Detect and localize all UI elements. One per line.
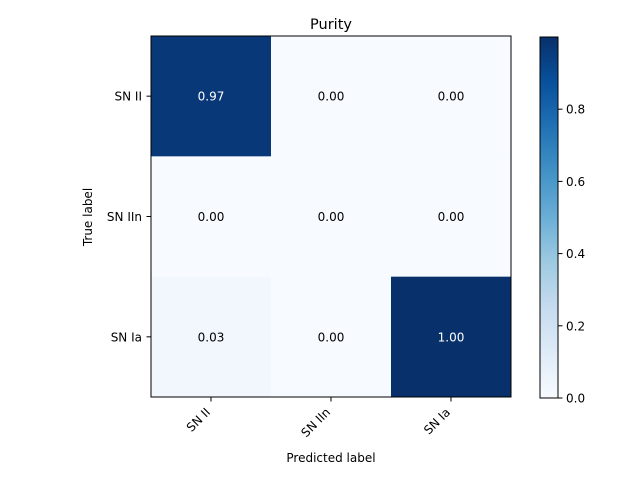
heatmap-cell-1-0 <box>151 156 272 278</box>
heatmap-cell-0-1 <box>271 36 392 157</box>
heatmap-cell-0-0 <box>151 36 272 157</box>
cell-value-label-0-1: 0.00 <box>318 90 345 104</box>
colorbar-tick-label-0: 0.0 <box>566 392 585 406</box>
cell-value-label-2-0: 0.03 <box>198 330 225 344</box>
colorbar-tick-label-2: 0.4 <box>566 247 585 261</box>
x-axis: SN II SN IIn SN Ia <box>184 397 453 440</box>
colorbar-gradient <box>539 36 559 399</box>
y-axis-label: True label <box>81 188 95 247</box>
y-axis: SN II SN IIn SN Ia <box>107 90 151 344</box>
x-axis-label: Predicted label <box>286 451 375 465</box>
heatmap-cell-2-0 <box>151 276 272 398</box>
x-tick-label-1: SN IIn <box>298 405 333 440</box>
cell-value-label-1-1: 0.00 <box>318 210 345 224</box>
heatmap-cell-2-2 <box>391 276 512 398</box>
x-tick-label-0: SN II <box>184 405 213 434</box>
heatmap-cell-0-2 <box>391 36 512 157</box>
cell-value-label-0-2: 0.00 <box>438 90 465 104</box>
cell-value-label-2-1: 0.00 <box>318 330 345 344</box>
cell-value-label-1-0: 0.00 <box>198 210 225 224</box>
cell-value-label-1-2: 0.00 <box>438 210 465 224</box>
colorbar-tick-label-1: 0.2 <box>566 319 585 333</box>
cell-value-label-2-2: 1.00 <box>438 330 465 344</box>
y-tick-label-1: SN IIn <box>107 210 142 224</box>
chart-title: Purity <box>310 17 352 33</box>
y-tick-label-0: SN II <box>115 90 143 104</box>
colorbar-ticks: 0.0 0.2 0.4 0.6 0.8 <box>558 103 585 406</box>
heatmap-cell-2-1 <box>271 276 392 398</box>
heatmap-cell-1-2 <box>391 156 512 278</box>
heatmap-cells: 0.97 0.00 0.00 0.00 0.00 0.00 0.03 0.00 1.00 <box>151 36 512 398</box>
heatmap-cell-1-1 <box>271 156 392 278</box>
colorbar-tick-label-3: 0.6 <box>566 175 585 189</box>
cell-value-label-0-0: 0.97 <box>198 90 225 104</box>
x-tick-label-2: SN Ia <box>421 405 453 437</box>
colorbar: 0.0 0.2 0.4 0.6 0.8 <box>539 36 585 406</box>
colorbar-tick-label-4: 0.8 <box>566 103 585 117</box>
y-tick-label-2: SN Ia <box>111 330 142 344</box>
